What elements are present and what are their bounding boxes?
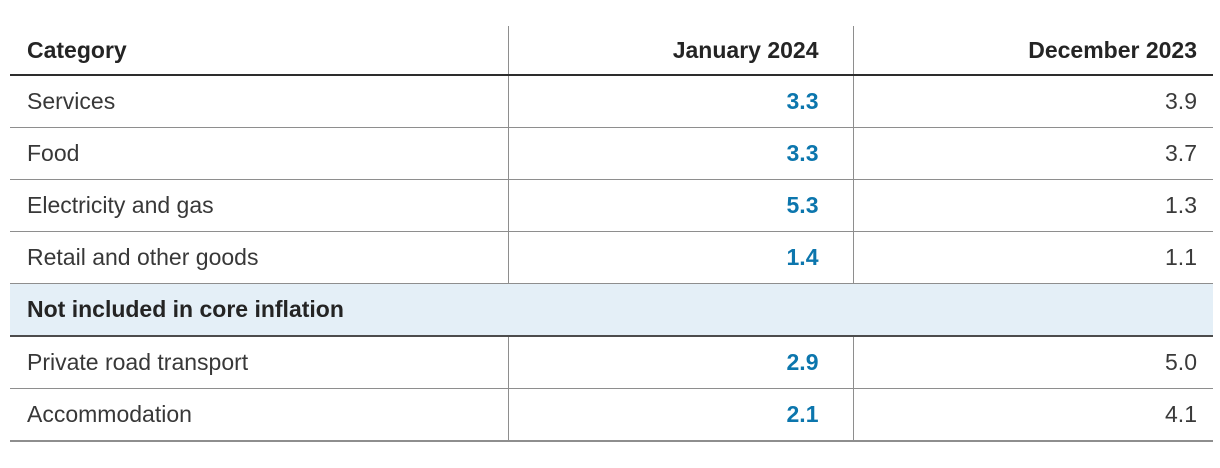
- section-header-row: Not included in core inflation: [10, 283, 1213, 337]
- column-header-december-2023: December 2023: [852, 26, 1213, 76]
- january-value: 2.1: [507, 388, 853, 442]
- inflation-table: Category January 2024 December 2023 Serv…: [10, 26, 1213, 442]
- table-row-accommodation: Accommodation 2.1 4.1: [10, 388, 1213, 442]
- row-label: Retail and other goods: [10, 231, 508, 284]
- table-row-services: Services 3.3 3.9: [10, 75, 1213, 128]
- section-header-label: Not included in core inflation: [10, 283, 1213, 337]
- january-value: 1.4: [507, 231, 853, 284]
- january-value: 5.3: [507, 179, 853, 232]
- row-label: Electricity and gas: [10, 179, 508, 232]
- header-row: Category January 2024 December 2023: [10, 26, 1213, 76]
- december-value: 4.1: [852, 388, 1213, 442]
- december-value: 3.9: [852, 75, 1213, 128]
- january-value: 3.3: [507, 75, 853, 128]
- december-value: 3.7: [852, 127, 1213, 180]
- table-row-retail-and-other-goods: Retail and other goods 1.4 1.1: [10, 231, 1213, 284]
- table-row-private-road-transport: Private road transport 2.9 5.0: [10, 336, 1213, 389]
- december-value: 1.3: [852, 179, 1213, 232]
- row-label: Food: [10, 127, 508, 180]
- january-value: 2.9: [507, 336, 853, 389]
- row-label: Services: [10, 75, 508, 128]
- table-row-electricity-and-gas: Electricity and gas 5.3 1.3: [10, 179, 1213, 232]
- december-value: 5.0: [852, 336, 1213, 389]
- column-header-category: Category: [10, 26, 508, 76]
- december-value: 1.1: [852, 231, 1213, 284]
- january-value: 3.3: [507, 127, 853, 180]
- row-label: Accommodation: [10, 388, 508, 442]
- column-header-january-2024: January 2024: [507, 26, 853, 76]
- row-label: Private road transport: [10, 336, 508, 389]
- table-row-food: Food 3.3 3.7: [10, 127, 1213, 180]
